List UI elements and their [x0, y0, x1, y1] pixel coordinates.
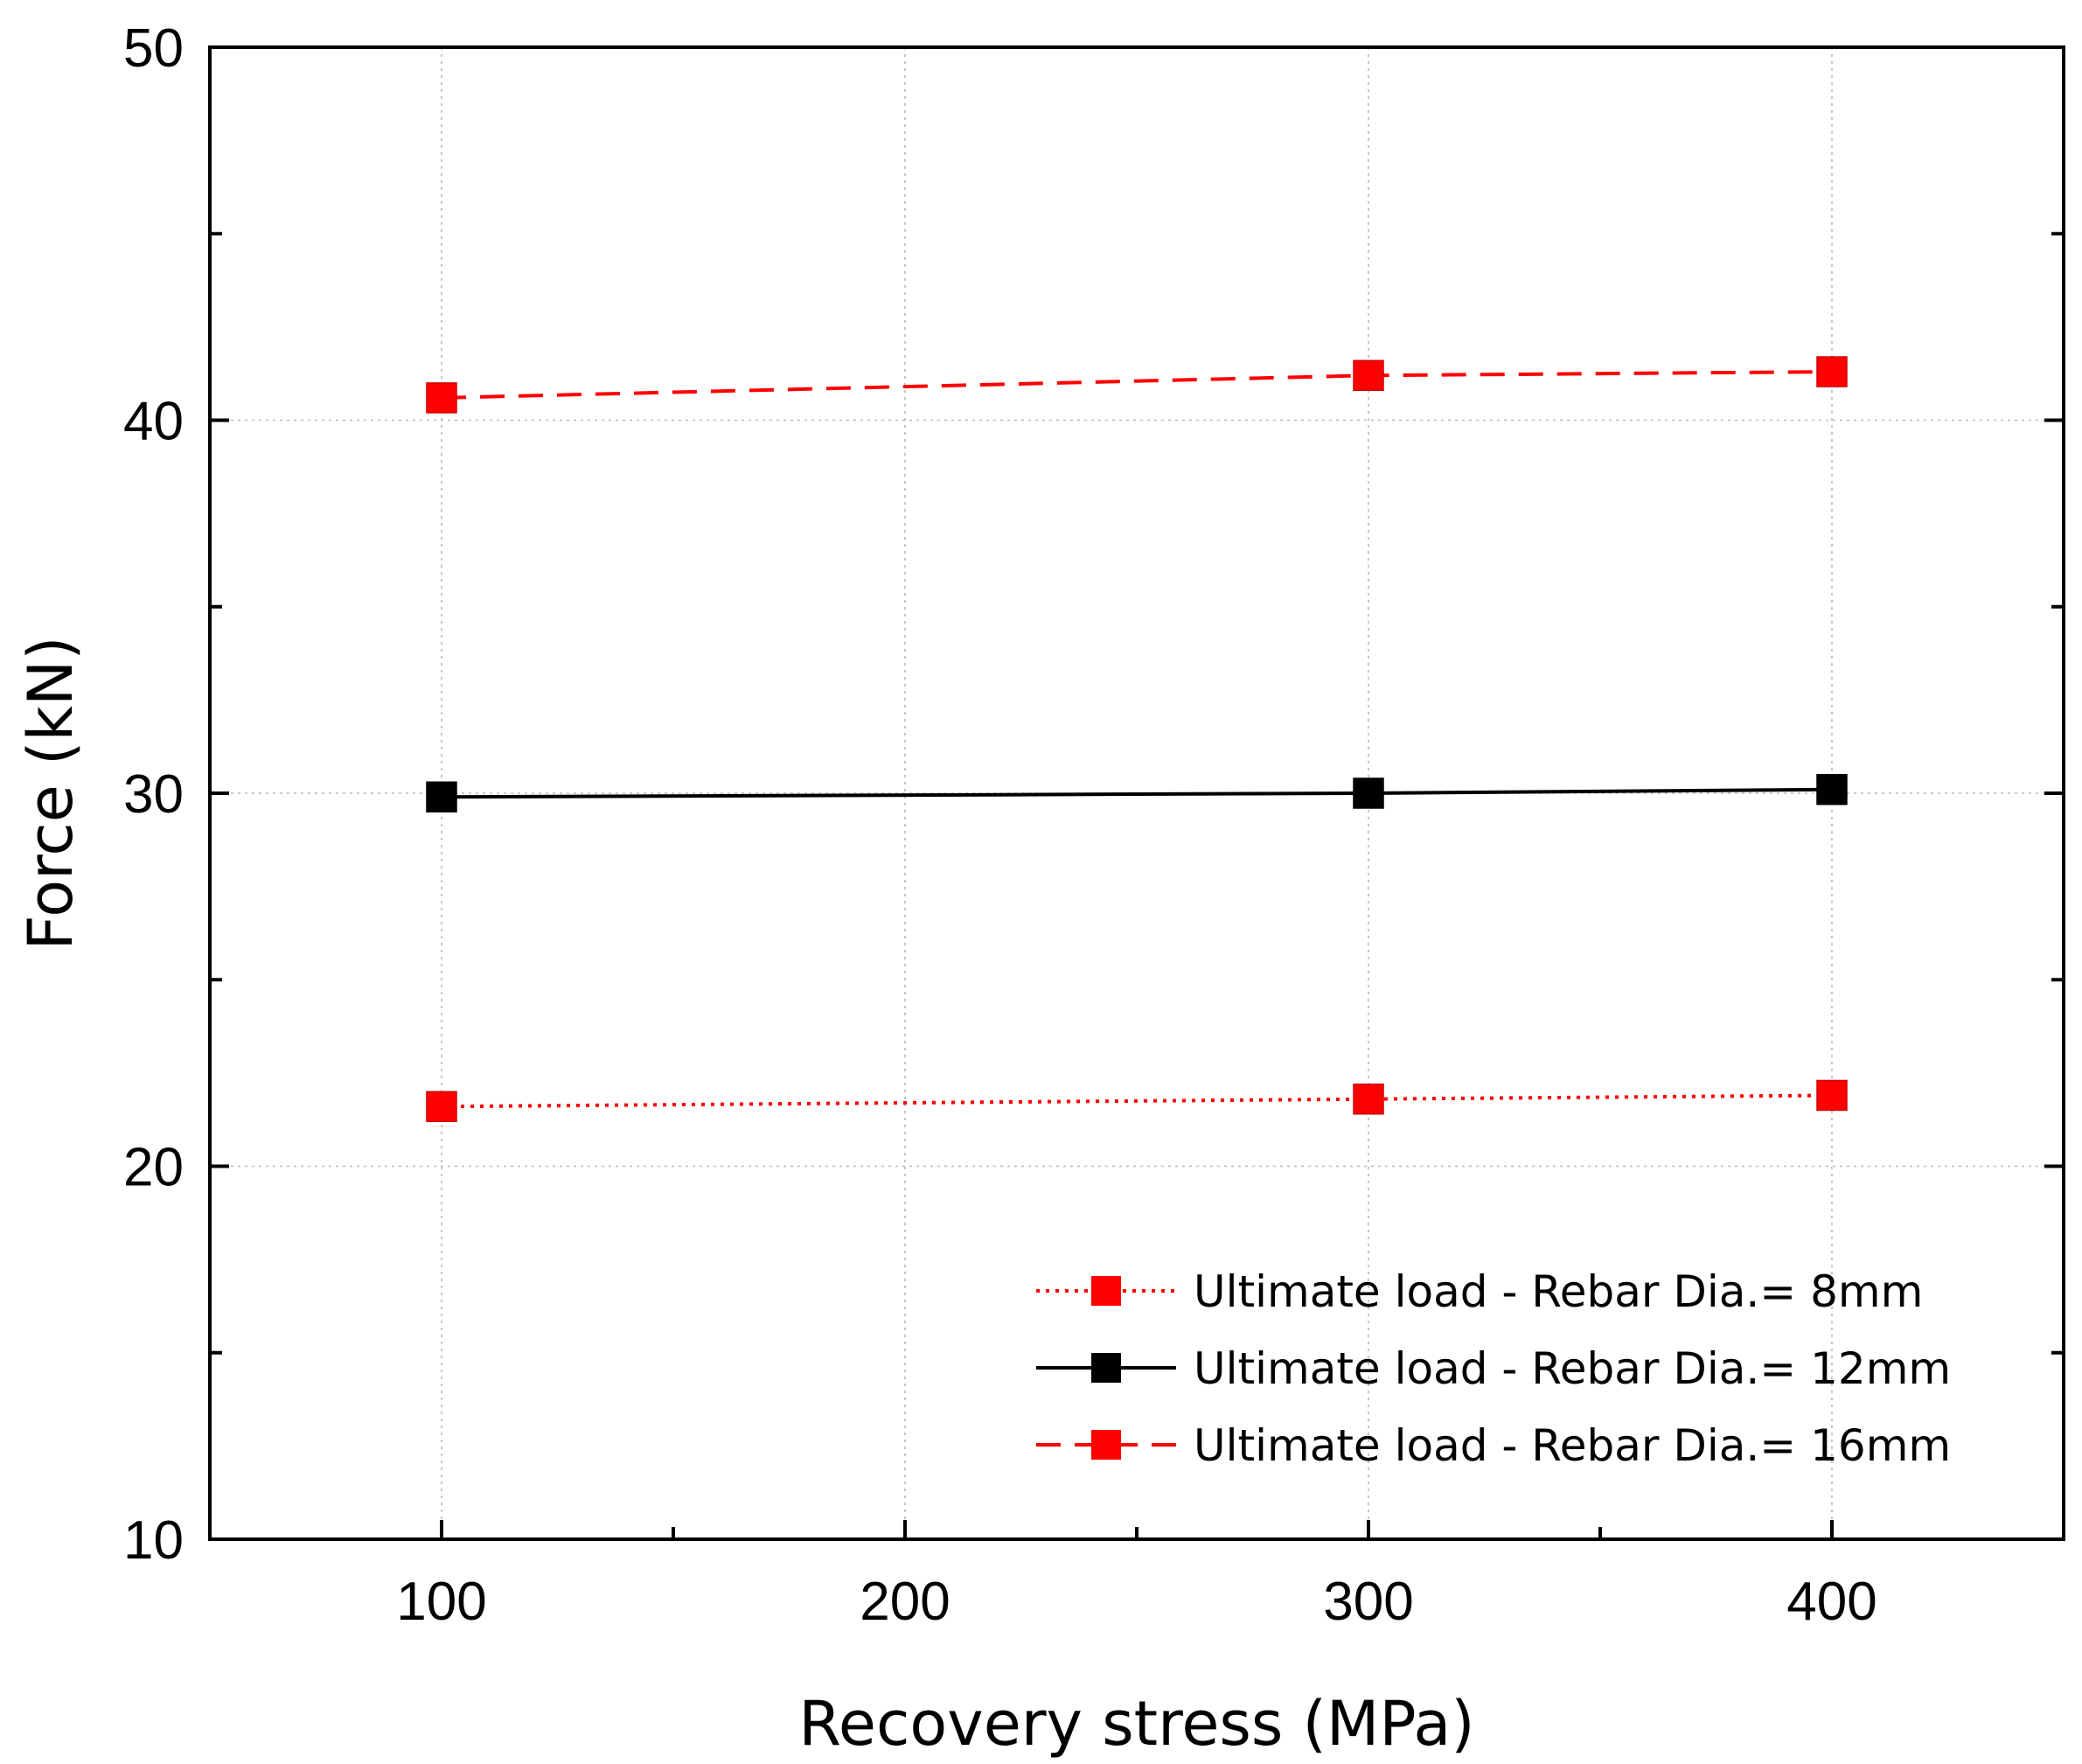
legend-label-2: Ultimate load - Rebar Dia.= 12mm	[1194, 1343, 1951, 1394]
series-1-line	[441, 1093, 1833, 1109]
plot-frame	[208, 45, 2065, 1541]
series-1-point-400	[1816, 1079, 1848, 1112]
y-tick-label-10: 10	[123, 1510, 184, 1571]
y-tick-label-20: 20	[123, 1138, 184, 1198]
tick-labels: 100 200 300 400 10 20 30 40 50	[123, 18, 1877, 1632]
x-tick-label-300: 300	[1323, 1572, 1413, 1632]
y-axis-title: Force (kN)	[15, 636, 87, 950]
legend-marker-3	[1091, 1430, 1121, 1460]
legend-marker-2	[1091, 1353, 1121, 1383]
legend-label-3: Ultimate load - Rebar Dia.= 16mm	[1194, 1420, 1951, 1471]
series-3-point-300	[1353, 359, 1384, 392]
y-tick-label-30: 30	[123, 764, 184, 825]
series-2-point-100	[426, 781, 457, 813]
x-tick-label-100: 100	[396, 1572, 486, 1632]
x-tick-label-200: 200	[860, 1572, 950, 1632]
series-3-line	[441, 370, 1833, 400]
series-3-point-100	[426, 382, 457, 414]
y-tick-label-40: 40	[123, 392, 184, 452]
series-1-point-100	[426, 1091, 457, 1123]
grid-lines	[210, 47, 2064, 1539]
y-tick-label-50: 50	[123, 18, 184, 79]
legend: Ultimate load - Rebar Dia.= 8mm Ultimate …	[1036, 1266, 1951, 1471]
series-layer	[426, 356, 1848, 1123]
x-axis-title: Recovery stress (MPa)	[798, 1688, 1474, 1760]
legend-label-1: Ultimate load - Rebar Dia.= 8mm	[1194, 1266, 1923, 1317]
series-2-point-300	[1353, 777, 1384, 809]
legend-marker-1	[1091, 1276, 1121, 1306]
series-2-point-400	[1816, 773, 1848, 805]
x-tick-label-400: 400	[1786, 1572, 1877, 1632]
series-1-point-300	[1353, 1083, 1384, 1115]
series-3-point-400	[1816, 356, 1848, 387]
